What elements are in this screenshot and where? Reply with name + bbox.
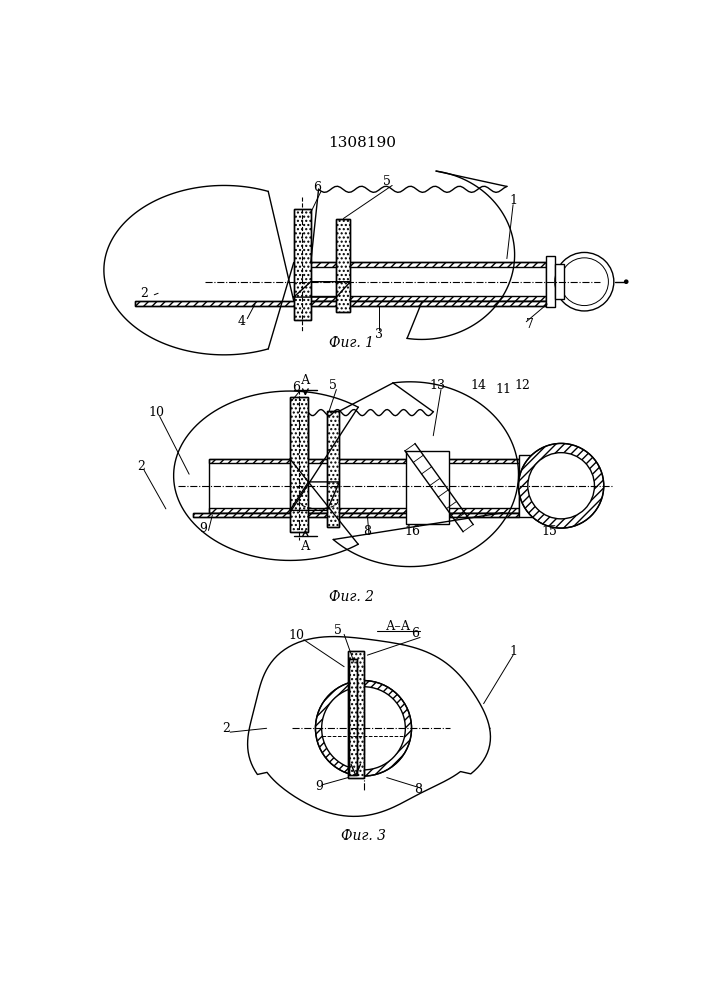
- Text: 2: 2: [137, 460, 145, 473]
- Text: 4: 4: [238, 315, 246, 328]
- Bar: [546, 256, 555, 307]
- Bar: [193, 513, 518, 517]
- Text: 2: 2: [223, 722, 230, 735]
- Text: 8: 8: [414, 783, 423, 796]
- Bar: [135, 301, 546, 306]
- Bar: [293, 209, 311, 320]
- Text: 8: 8: [363, 525, 371, 538]
- Circle shape: [315, 681, 411, 776]
- Circle shape: [528, 453, 595, 519]
- Text: 13: 13: [429, 379, 445, 392]
- Circle shape: [322, 687, 405, 770]
- Bar: [290, 397, 308, 532]
- Text: Фиг. 3: Фиг. 3: [341, 829, 386, 843]
- Bar: [406, 451, 449, 524]
- Bar: [349, 659, 357, 774]
- Text: Фиг. 2: Фиг. 2: [329, 590, 375, 604]
- Text: 10: 10: [288, 629, 304, 642]
- Text: 5: 5: [329, 379, 337, 392]
- Circle shape: [518, 443, 604, 528]
- Text: 1: 1: [509, 194, 517, 207]
- Text: А: А: [300, 374, 310, 387]
- Bar: [532, 463, 542, 509]
- Text: 11: 11: [495, 383, 511, 396]
- Circle shape: [624, 279, 629, 284]
- Bar: [298, 262, 546, 301]
- Text: 6: 6: [292, 381, 300, 394]
- Bar: [518, 455, 532, 517]
- Bar: [348, 651, 363, 778]
- Bar: [135, 301, 546, 306]
- Text: 7: 7: [526, 318, 534, 331]
- Text: 10: 10: [148, 406, 165, 419]
- Text: 9: 9: [315, 780, 323, 793]
- Bar: [290, 397, 308, 532]
- Text: 9: 9: [199, 522, 207, 535]
- Bar: [327, 411, 339, 527]
- Bar: [349, 659, 357, 774]
- Bar: [209, 508, 518, 513]
- Text: 6: 6: [313, 181, 321, 194]
- Bar: [193, 513, 518, 517]
- Text: 1308190: 1308190: [328, 136, 396, 150]
- Text: 14: 14: [470, 379, 486, 392]
- Text: 5: 5: [382, 175, 391, 188]
- Bar: [348, 651, 363, 778]
- Bar: [298, 262, 546, 267]
- Bar: [298, 296, 546, 301]
- Bar: [209, 459, 518, 463]
- Bar: [555, 264, 564, 299]
- Text: 16: 16: [404, 525, 421, 538]
- Bar: [209, 459, 518, 513]
- Text: А–А: А–А: [386, 620, 411, 633]
- Bar: [327, 411, 339, 527]
- Text: 3: 3: [375, 328, 383, 341]
- Text: 15: 15: [542, 525, 557, 538]
- Text: 2: 2: [140, 287, 148, 300]
- Bar: [293, 209, 311, 320]
- Text: 5: 5: [334, 624, 342, 637]
- Bar: [337, 219, 351, 312]
- Circle shape: [555, 252, 614, 311]
- Text: 12: 12: [515, 379, 530, 392]
- Text: Фиг. 1: Фиг. 1: [329, 336, 375, 350]
- Bar: [337, 219, 351, 312]
- Text: А: А: [300, 540, 310, 553]
- Text: 1: 1: [509, 645, 517, 658]
- Text: 6: 6: [411, 627, 419, 640]
